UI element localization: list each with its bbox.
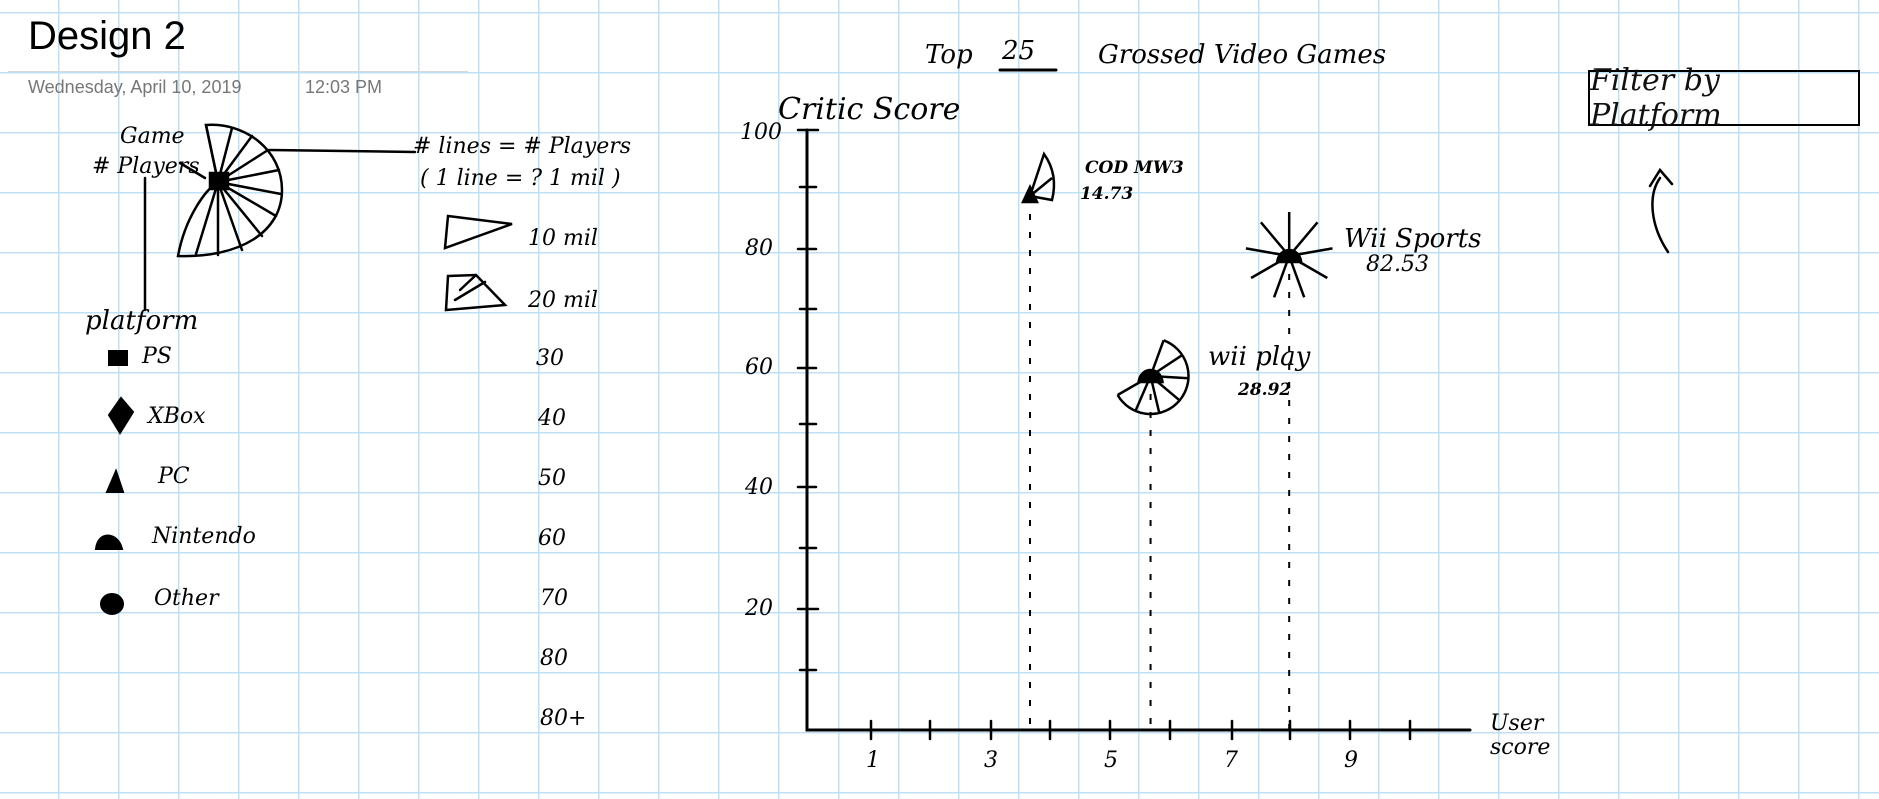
points-layer (1023, 154, 1332, 730)
x-tick-label: 9 (1344, 748, 1358, 773)
lines-item: 20 mil (528, 288, 598, 313)
legend-nintendo-label: Nintendo (152, 524, 256, 549)
y-tick-label: 80 (745, 236, 773, 261)
point-name-label: Wii Sports (1344, 224, 1482, 254)
lines-item: 60 (538, 526, 566, 551)
point-name-label: wii play (1208, 342, 1310, 372)
chart-title-number: 25 (1002, 36, 1035, 66)
point-value-label: 82.53 (1366, 252, 1429, 277)
chart-axes (807, 130, 1470, 730)
point-glyph (1246, 212, 1333, 297)
point-glyph (1118, 340, 1189, 414)
lines-subheading: ( 1 line = ? 1 mil ) (420, 166, 621, 191)
x-tick-label: 5 (1104, 748, 1118, 773)
example-glyph (178, 125, 282, 256)
point-name-label: COD MW3 (1085, 158, 1184, 178)
x-axis-label: User score (1490, 712, 1570, 760)
square-icon (109, 351, 127, 365)
circle-icon (101, 594, 123, 614)
triangle-icon (1023, 187, 1037, 202)
lines-item: 70 (540, 586, 568, 611)
filter-arrow (1650, 170, 1672, 252)
players-label: # Players (92, 154, 200, 179)
lines-heading: # lines = # Players (413, 134, 631, 159)
y-tick-label: 60 (745, 355, 773, 380)
lines-item: 30 (536, 346, 564, 371)
lines-item: 80+ (540, 706, 586, 731)
lines-item: 80 (540, 646, 568, 671)
scatter-point (1023, 154, 1054, 730)
lines-item: 40 (538, 406, 566, 431)
platform-label: platform (85, 306, 198, 336)
dome-icon (96, 535, 122, 549)
lines-item: 50 (538, 466, 566, 491)
x-tick-label: 1 (866, 748, 880, 773)
scatter-point (1246, 212, 1333, 730)
twenty-mil-glyph (446, 275, 505, 310)
dome-icon (1277, 250, 1301, 262)
chart-title-prefix: Top (925, 40, 973, 70)
legend-xbox-label: XBox (148, 404, 205, 429)
chart-title-suffix: Grossed Video Games (1098, 40, 1386, 70)
legend-other-label: Other (154, 586, 219, 611)
legend-ps-label: PS (142, 344, 172, 369)
triangle-icon (107, 471, 123, 492)
lines-item: 10 mil (528, 226, 598, 251)
y-tick-label: 20 (745, 596, 773, 621)
y-tick-label: 40 (745, 475, 773, 500)
y-tick-label: 100 (740, 120, 782, 145)
diamond-icon (109, 398, 133, 433)
filter-by-platform-button[interactable]: Filter by Platform (1588, 70, 1860, 126)
lines-pointer-line (270, 150, 415, 152)
x-tick-label: 7 (1224, 748, 1238, 773)
scatter-point (1118, 340, 1189, 730)
point-value-label: 14.73 (1080, 184, 1133, 204)
ten-mil-glyph (445, 216, 512, 248)
legend-pc-label: PC (158, 464, 190, 489)
y-axis-label: Critic Score (778, 92, 960, 127)
point-glyph (1023, 154, 1054, 202)
x-tick-label: 3 (984, 748, 998, 773)
point-value-label: 28.92 (1238, 380, 1291, 400)
game-label: Game (120, 124, 185, 149)
